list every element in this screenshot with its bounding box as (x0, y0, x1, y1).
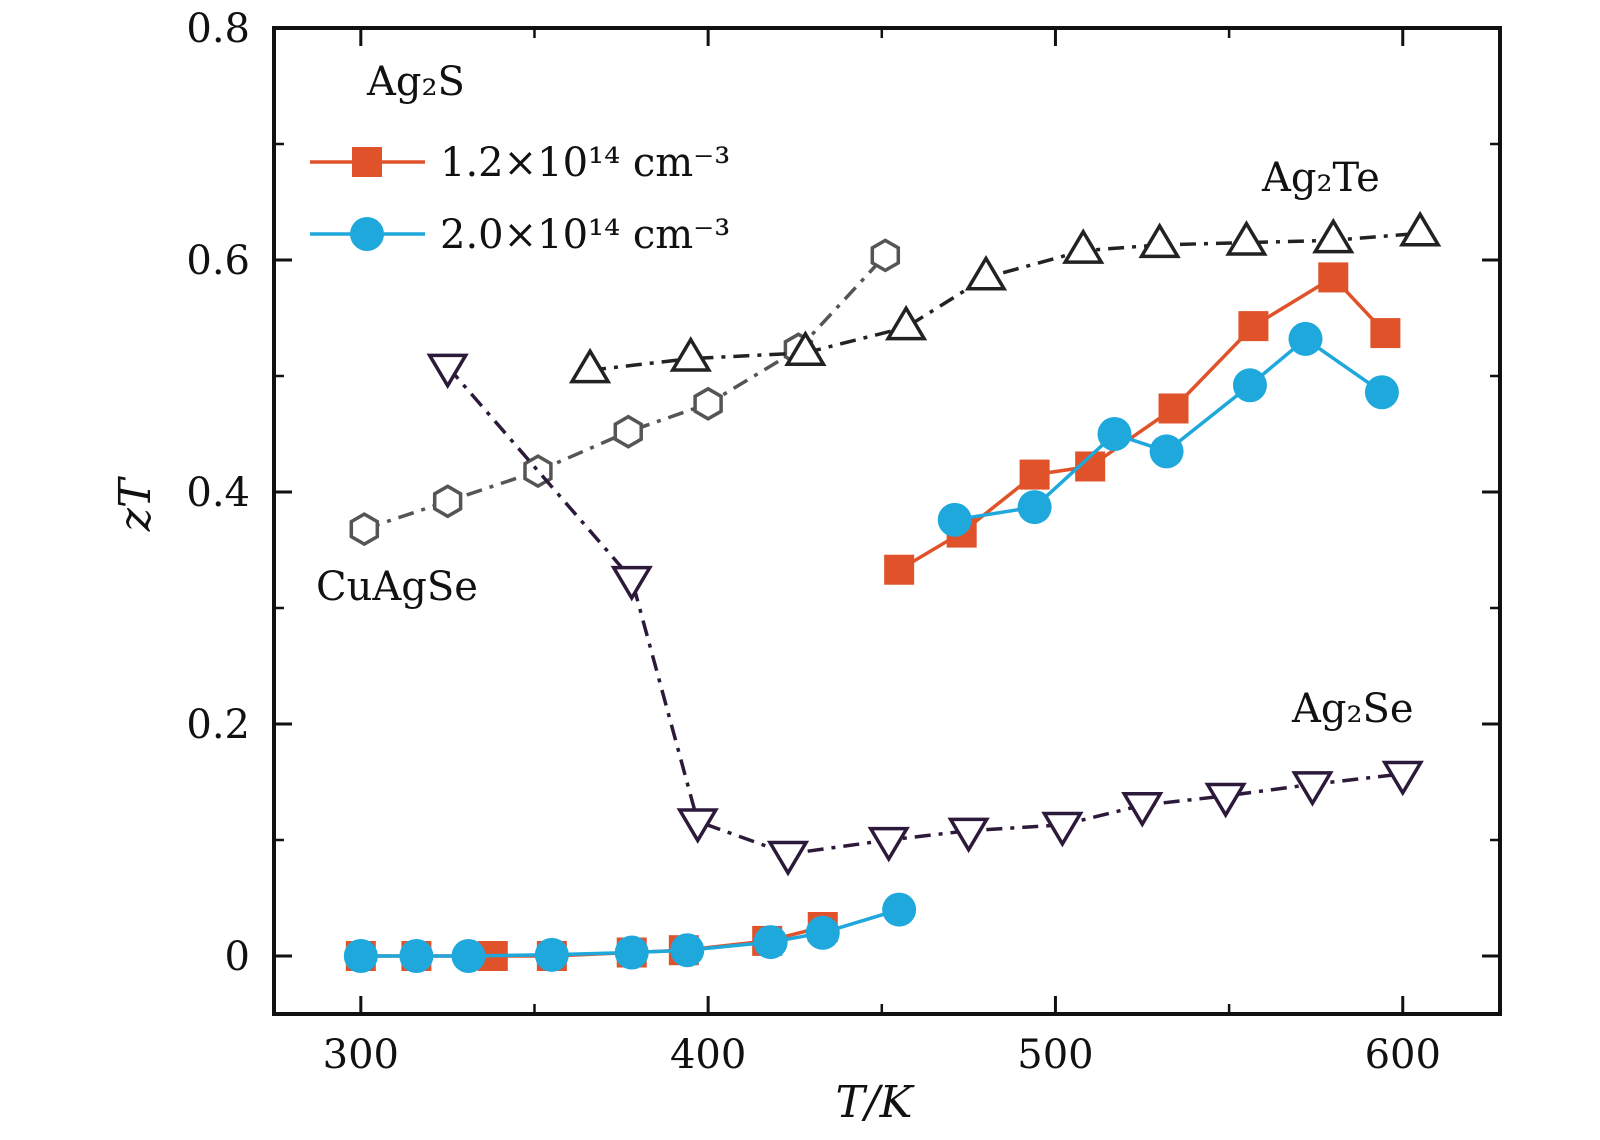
plot-series (343, 210, 1442, 973)
data-point (432, 484, 463, 519)
data-point (870, 238, 901, 273)
x-tick-label: 300 (323, 1032, 399, 1078)
data-point (1381, 760, 1424, 797)
legend-entry-1: 1.2×10¹⁴ cm⁻³ (310, 140, 730, 186)
y-tick-label: 0.6 (186, 238, 250, 284)
data-point (1291, 771, 1334, 807)
y-tick-label: 0.8 (186, 6, 250, 52)
data-point (1238, 311, 1269, 342)
data-point (1138, 222, 1181, 259)
plot-frame (272, 26, 1502, 1016)
x-tick-labels: 300 400 500 600 (323, 1032, 1441, 1078)
x-tick-label: 600 (1365, 1032, 1441, 1078)
x-tick-label: 500 (1017, 1032, 1093, 1078)
data-point (882, 892, 917, 927)
data-point (1097, 417, 1132, 451)
data-point (610, 565, 653, 602)
series-1-2-10-cm (345, 262, 1401, 971)
data-point (349, 512, 380, 547)
legend-marker-square (352, 147, 382, 177)
data-point (1019, 459, 1050, 490)
data-point (1121, 792, 1164, 828)
data-point (613, 414, 643, 449)
data-point (1364, 375, 1399, 410)
data-point (534, 937, 569, 972)
data-point (884, 304, 928, 341)
data-point (1041, 811, 1084, 848)
axis-ticks (274, 26, 1500, 1014)
x-axis-title: T/K (835, 1077, 914, 1128)
y-tick-label: 0.4 (186, 470, 250, 516)
data-point (805, 915, 840, 950)
y-tick-label: 0 (225, 934, 250, 980)
data-point (693, 386, 723, 421)
data-point (614, 935, 649, 970)
legend-title: Ag₂S (366, 59, 465, 105)
series-line (446, 365, 1404, 856)
data-point (1288, 321, 1323, 356)
data-point (343, 939, 378, 973)
data-point (1318, 262, 1349, 293)
data-point (568, 347, 612, 384)
data-point (867, 826, 910, 863)
annotation-ag2te: Ag₂Te (1261, 155, 1380, 201)
annotation-ag2se: Ag₂Se (1291, 686, 1414, 732)
data-point (1149, 434, 1184, 469)
x-tick-label: 400 (670, 1032, 746, 1078)
data-point (1398, 210, 1442, 247)
data-point (451, 939, 486, 973)
data-point (1312, 217, 1355, 254)
annotation-cuagse: CuAgSe (316, 564, 478, 610)
data-point (1225, 220, 1268, 256)
data-point (1370, 318, 1401, 349)
data-point (426, 353, 469, 390)
data-point (884, 554, 915, 585)
legend-label-1: 1.2×10¹⁴ cm⁻³ (440, 140, 730, 186)
series-ag-se (426, 353, 1424, 877)
data-point (947, 817, 990, 854)
data-point (1232, 368, 1267, 403)
data-point (964, 254, 1008, 291)
series-cuagse (349, 238, 901, 547)
data-point (669, 336, 712, 372)
y-axis-title: zT (110, 475, 161, 532)
data-point (1062, 228, 1105, 264)
data-point (1158, 393, 1189, 424)
data-point (937, 502, 972, 537)
data-point (753, 925, 788, 960)
data-point (784, 330, 827, 366)
data-point (1204, 782, 1247, 819)
series-ag-te (568, 210, 1442, 384)
series-line (589, 231, 1421, 372)
series-2-0-10-cm (343, 321, 1399, 973)
data-point (766, 840, 810, 877)
y-tick-labels: 0 0.2 0.4 0.6 0.8 (186, 6, 250, 980)
data-point (670, 933, 705, 968)
legend-entry-2: 2.0×10¹⁴ cm⁻³ (310, 212, 730, 258)
data-point (399, 939, 434, 973)
data-point (676, 808, 719, 844)
series-line (954, 336, 1383, 522)
data-point (1017, 490, 1052, 525)
legend-label-2: 2.0×10¹⁴ cm⁻³ (440, 212, 730, 258)
legend-marker-circle (350, 217, 384, 251)
y-tick-label: 0.2 (186, 702, 250, 748)
